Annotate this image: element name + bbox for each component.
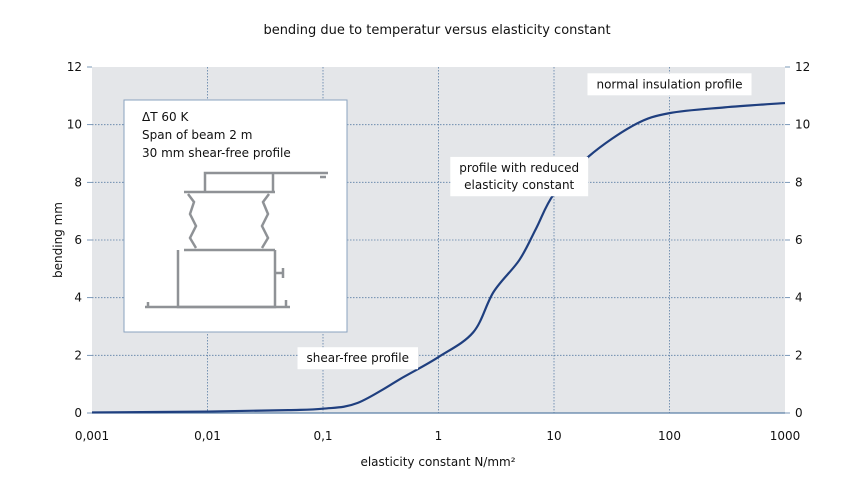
y-tick-label: 10 xyxy=(67,118,82,132)
x-tick-label: 1 xyxy=(435,429,443,443)
inset-box: ΔT 60 K Span of beam 2 m 30 mm shear-fre… xyxy=(123,99,348,333)
inset-line-2: Span of beam 2 m xyxy=(142,128,252,142)
y-tick-label: 12 xyxy=(67,60,82,74)
inset-line-3: 30 mm shear-free profile xyxy=(142,146,291,160)
annotation-label: normal insulation profile xyxy=(596,77,742,91)
y-tick-label-right: 2 xyxy=(795,348,803,362)
x-tick-label: 10 xyxy=(546,429,561,443)
annotation-label: elasticity constant xyxy=(464,178,574,192)
y-axis-label: bending mm xyxy=(51,202,65,278)
y-tick-label: 2 xyxy=(74,348,82,362)
y-tick-label: 0 xyxy=(74,406,82,420)
x-tick-label: 0,001 xyxy=(75,429,109,443)
y-tick-label: 8 xyxy=(74,175,82,189)
annotation-box xyxy=(450,156,589,197)
x-tick-label: 0,1 xyxy=(313,429,332,443)
y-tick-label-right: 4 xyxy=(795,291,803,305)
y-tick-label: 6 xyxy=(74,233,82,247)
annotations: normal insulation profile profile with re… xyxy=(297,73,752,370)
ticks: 0,001 0,01 0,1 1 10 100 1000 0 0 2 2 4 4 6 6 8 8 10 10 12 12 xyxy=(67,60,811,443)
series-line xyxy=(91,101,786,414)
y-tick-label-right: 8 xyxy=(795,175,803,189)
profile-cross-section-icon xyxy=(145,171,328,309)
annotation-box xyxy=(297,347,419,370)
annotation-label: shear-free profile xyxy=(307,351,409,365)
x-tick-label: 100 xyxy=(658,429,681,443)
x-axis-label: elasticity constant N/mm² xyxy=(360,455,515,469)
y-tick-label-right: 12 xyxy=(795,60,810,74)
chart-title: bending due to temperatur versus elastic… xyxy=(263,23,610,38)
inset-line-1: ΔT 60 K xyxy=(142,110,189,124)
x-tick-label: 0,01 xyxy=(194,429,221,443)
annotation-box xyxy=(587,73,752,96)
y-tick-label-right: 0 xyxy=(795,406,803,420)
y-tick-label-right: 6 xyxy=(795,233,803,247)
x-tick-label: 1000 xyxy=(770,429,801,443)
annotation-label: profile with reduced xyxy=(459,161,579,175)
y-tick-label: 4 xyxy=(74,291,82,305)
y-tick-label-right: 10 xyxy=(795,118,810,132)
